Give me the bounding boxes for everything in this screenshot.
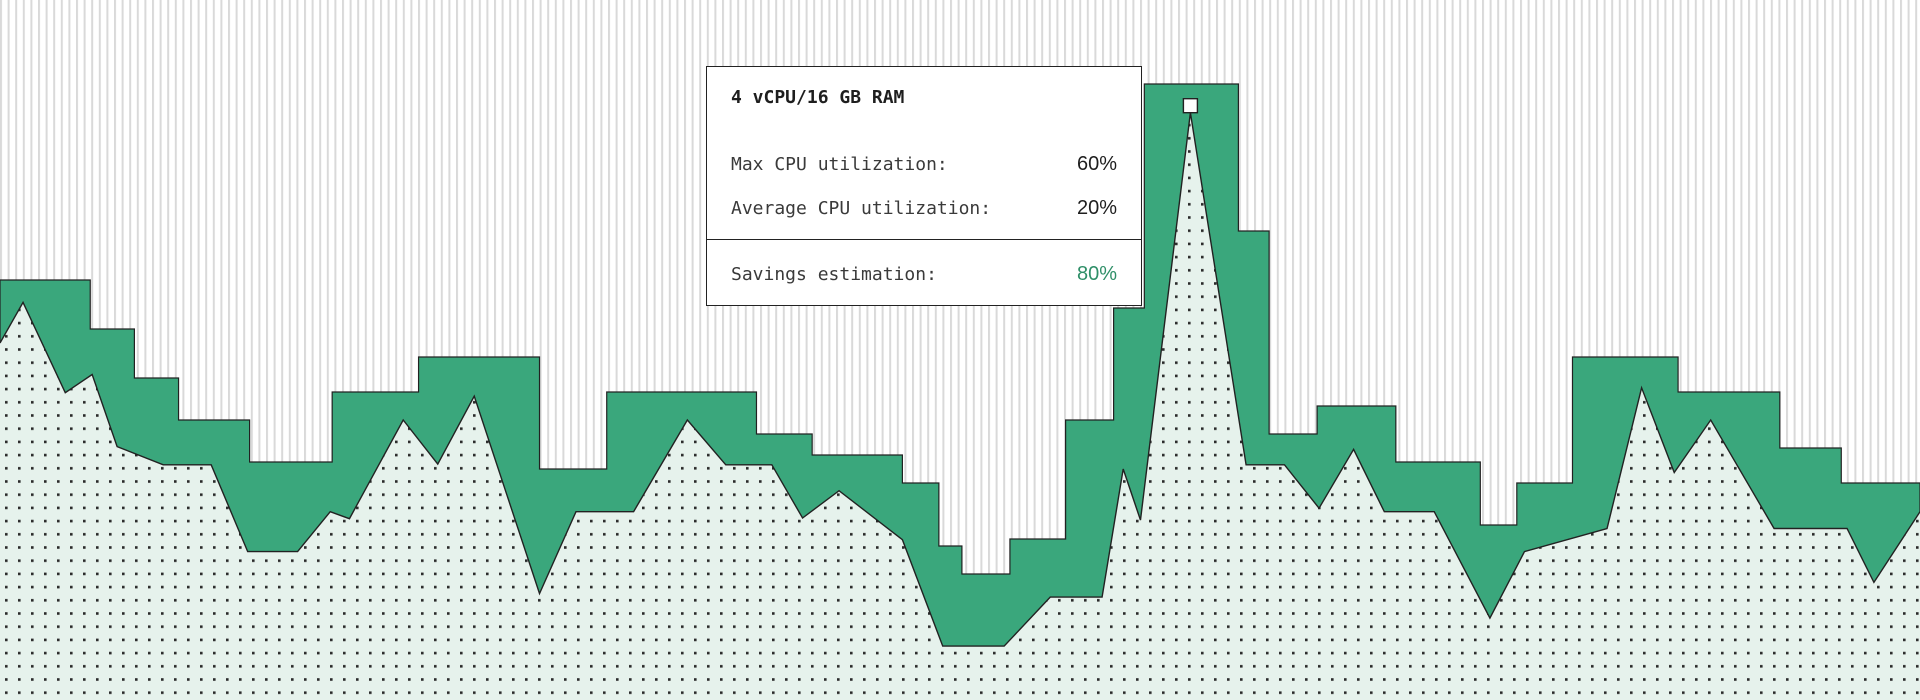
savings-label: Savings estimation: [731,264,937,285]
utilization-line [0,112,1920,647]
highlight-marker[interactable] [1182,97,1199,114]
max-cpu-label: Max CPU utilization: [731,154,948,175]
tooltip: 4 vCPU/16 GB RAM Max CPU utilization: 60… [706,66,1142,306]
utilization-area [0,112,1920,700]
avg-cpu-row: Average CPU utilization: 20% [731,197,1117,220]
avg-cpu-label: Average CPU utilization: [731,198,992,219]
max-cpu-value: 60% [1076,153,1117,175]
tooltip-title: 4 vCPU/16 GB RAM [731,87,905,108]
avg-cpu-value: 20% [1076,197,1117,219]
max-cpu-row: Max CPU utilization: 60% [731,153,1117,176]
savings-value: 80% [1076,263,1117,285]
tooltip-divider [707,239,1141,240]
savings-row: Savings estimation: 80% [731,263,1117,286]
